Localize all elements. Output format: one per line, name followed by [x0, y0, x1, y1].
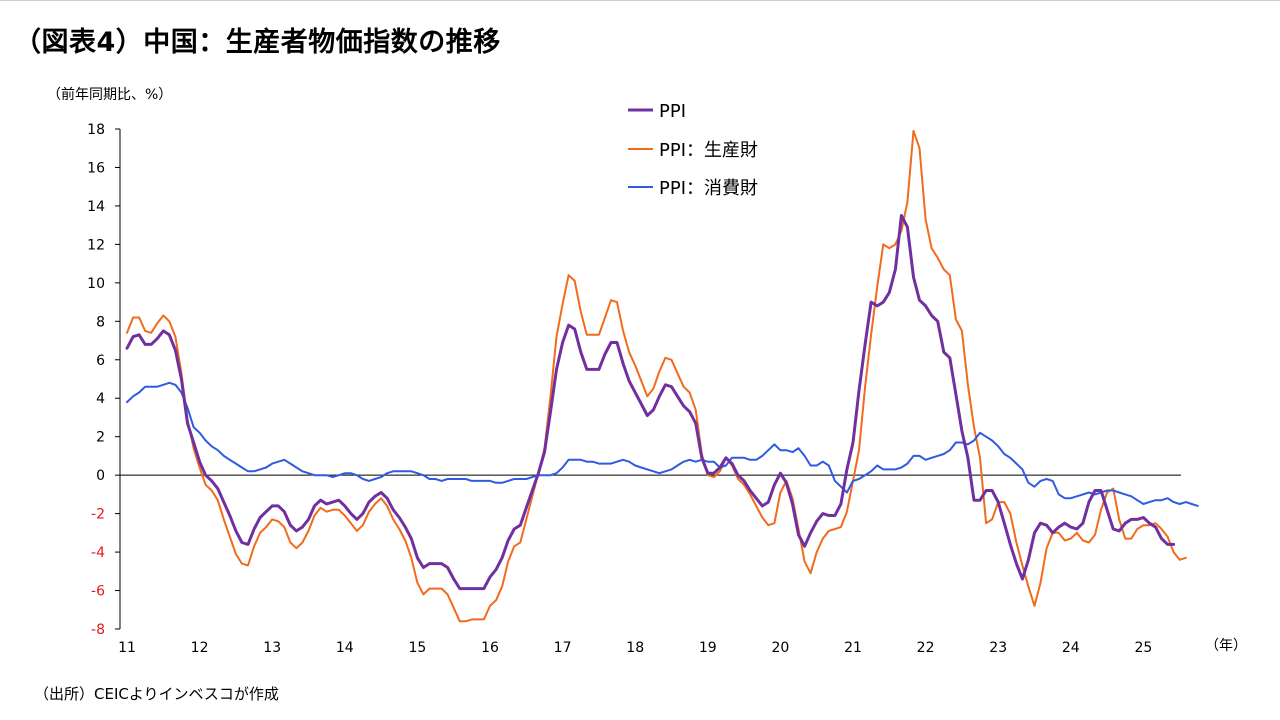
chart-title: （図表4）中国：生産者物価指数の推移	[14, 27, 501, 58]
series-layer	[125, 129, 1199, 623]
top-divider	[0, 0, 1280, 1]
legend-label: PPI：生産財	[659, 140, 758, 161]
x-tick-label: 12	[191, 640, 209, 656]
y-tick-label: -4	[91, 545, 105, 561]
x-axis-unit-label: （年）	[1205, 638, 1247, 654]
x-tick-label: 23	[989, 640, 1007, 656]
y-tick-label: 10	[87, 276, 105, 292]
x-tick-label: 21	[844, 640, 862, 656]
y-tick-label: 8	[96, 314, 105, 330]
x-tick-label: 17	[554, 640, 572, 656]
y-tick-label: -2	[91, 507, 105, 523]
x-tick-label: 14	[336, 640, 354, 656]
x-tick-label: 24	[1062, 640, 1080, 656]
y-tick-label: 16	[87, 160, 105, 176]
y-tick-label: 0	[96, 468, 105, 484]
series-line-ppi	[125, 214, 1176, 591]
legend: PPI PPI：生産財 PPI：消費財	[628, 101, 758, 199]
y-axis-unit-label: （前年同期比、%）	[47, 87, 173, 103]
y-tick-label: -6	[91, 584, 105, 600]
legend-label: PPI：消費財	[659, 178, 758, 199]
x-tick-label: 15	[408, 640, 426, 656]
x-tick-label: 11	[118, 640, 136, 656]
x-tick-label: 19	[699, 640, 717, 656]
y-tick-label: 18	[87, 122, 105, 138]
series-line-ppi-producer	[126, 129, 1187, 623]
x-tick-label: 25	[1134, 640, 1152, 656]
series-line-ppi-consumer	[126, 381, 1199, 507]
x-tick-label: 13	[263, 640, 281, 656]
y-tick-label: -8	[91, 622, 105, 638]
x-axis: 11 12 13 14 15 16 17 18 19 20 21 22 23 24 25	[118, 474, 1181, 656]
x-tick-label: 16	[481, 640, 499, 656]
legend-label: PPI	[659, 101, 686, 122]
x-tick-label: 20	[771, 640, 789, 656]
y-tick-label: 14	[87, 199, 105, 215]
x-tick-label: 22	[917, 640, 935, 656]
y-axis: 18 16 14 12 10 8 6 4 2 0 -2 -4 -6 -8	[87, 122, 121, 638]
y-tick-label: 12	[87, 237, 105, 253]
y-tick-label: 6	[96, 353, 105, 369]
y-tick-label: 2	[96, 430, 105, 446]
x-tick-label: 18	[626, 640, 644, 656]
y-tick-label: 4	[96, 391, 105, 407]
source-note: （出所）CEICよりインベスコが作成	[34, 685, 279, 703]
